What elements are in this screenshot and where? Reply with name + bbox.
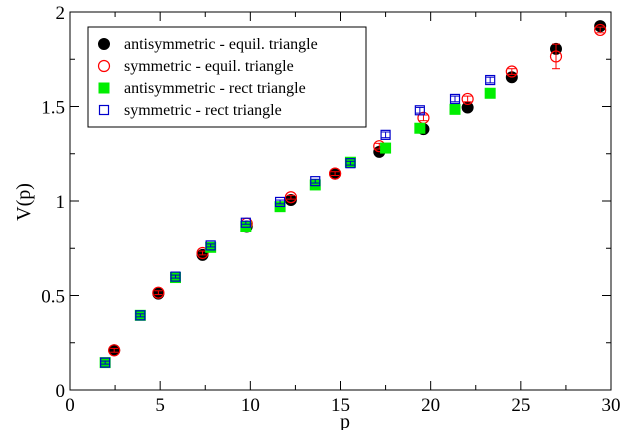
data-point bbox=[152, 286, 165, 299]
data-point bbox=[505, 65, 518, 78]
y-tick-label: 0.5 bbox=[41, 287, 65, 308]
legend-label: antisymmetric - rect triangle bbox=[124, 80, 306, 97]
data-point bbox=[549, 50, 563, 63]
series-3 bbox=[99, 87, 496, 369]
data-point bbox=[240, 217, 251, 228]
legend-marker bbox=[98, 104, 110, 116]
data-point bbox=[485, 74, 496, 86]
legend-label: symmetric - equil. triangle bbox=[124, 58, 294, 75]
data-point bbox=[284, 194, 297, 207]
data-point bbox=[380, 129, 391, 140]
plot-layer: 0 5 10 15 20 25 30 0 0.5 1 1.5 2 antisymmetric - equ… bbox=[41, 3, 620, 416]
legend-marker bbox=[97, 59, 111, 73]
data-point bbox=[135, 310, 146, 321]
legend-box bbox=[87, 26, 367, 128]
data-point bbox=[274, 196, 286, 208]
data-point bbox=[594, 23, 607, 37]
data-point bbox=[414, 105, 425, 116]
x-tick-label: 20 bbox=[421, 395, 440, 416]
data-point bbox=[284, 191, 298, 204]
data-point bbox=[380, 142, 392, 154]
x-tick-label: 30 bbox=[602, 395, 621, 416]
data-point bbox=[449, 93, 461, 105]
data-point bbox=[449, 103, 461, 115]
data-point bbox=[310, 176, 321, 187]
y-tick-label: 0 bbox=[56, 381, 66, 402]
legend-marker bbox=[98, 38, 110, 50]
y-tick-label: 2 bbox=[56, 3, 66, 24]
data-point bbox=[196, 246, 209, 260]
data-point bbox=[345, 158, 356, 169]
x-tick-label: 25 bbox=[511, 395, 530, 416]
data-point bbox=[484, 87, 496, 99]
data-point bbox=[328, 167, 342, 180]
data-point bbox=[461, 92, 474, 106]
x-tick-label: 10 bbox=[241, 395, 260, 416]
x-tick-label: 5 bbox=[155, 395, 165, 416]
legend-marker bbox=[98, 82, 110, 94]
x-tick-label: 0 bbox=[65, 395, 75, 416]
y-axis-label: V(p) bbox=[13, 183, 35, 221]
data-point bbox=[205, 240, 216, 251]
data-point bbox=[100, 357, 111, 368]
legend-label: antisymmetric - equil. triangle bbox=[124, 36, 318, 53]
data-point bbox=[170, 271, 181, 282]
y-tick-label: 1 bbox=[56, 192, 66, 213]
legend-label: symmetric - rect triangle bbox=[124, 102, 282, 119]
legend: antisymmetric - equil. triangle symmetric… bbox=[87, 26, 367, 128]
series-2 bbox=[108, 23, 607, 357]
data-point bbox=[108, 344, 121, 357]
series-4 bbox=[100, 74, 496, 368]
x-tick-label: 15 bbox=[331, 395, 350, 416]
x-axis-label: p bbox=[340, 411, 350, 430]
data-point bbox=[414, 122, 426, 134]
y-tick-label: 1.5 bbox=[41, 98, 65, 119]
